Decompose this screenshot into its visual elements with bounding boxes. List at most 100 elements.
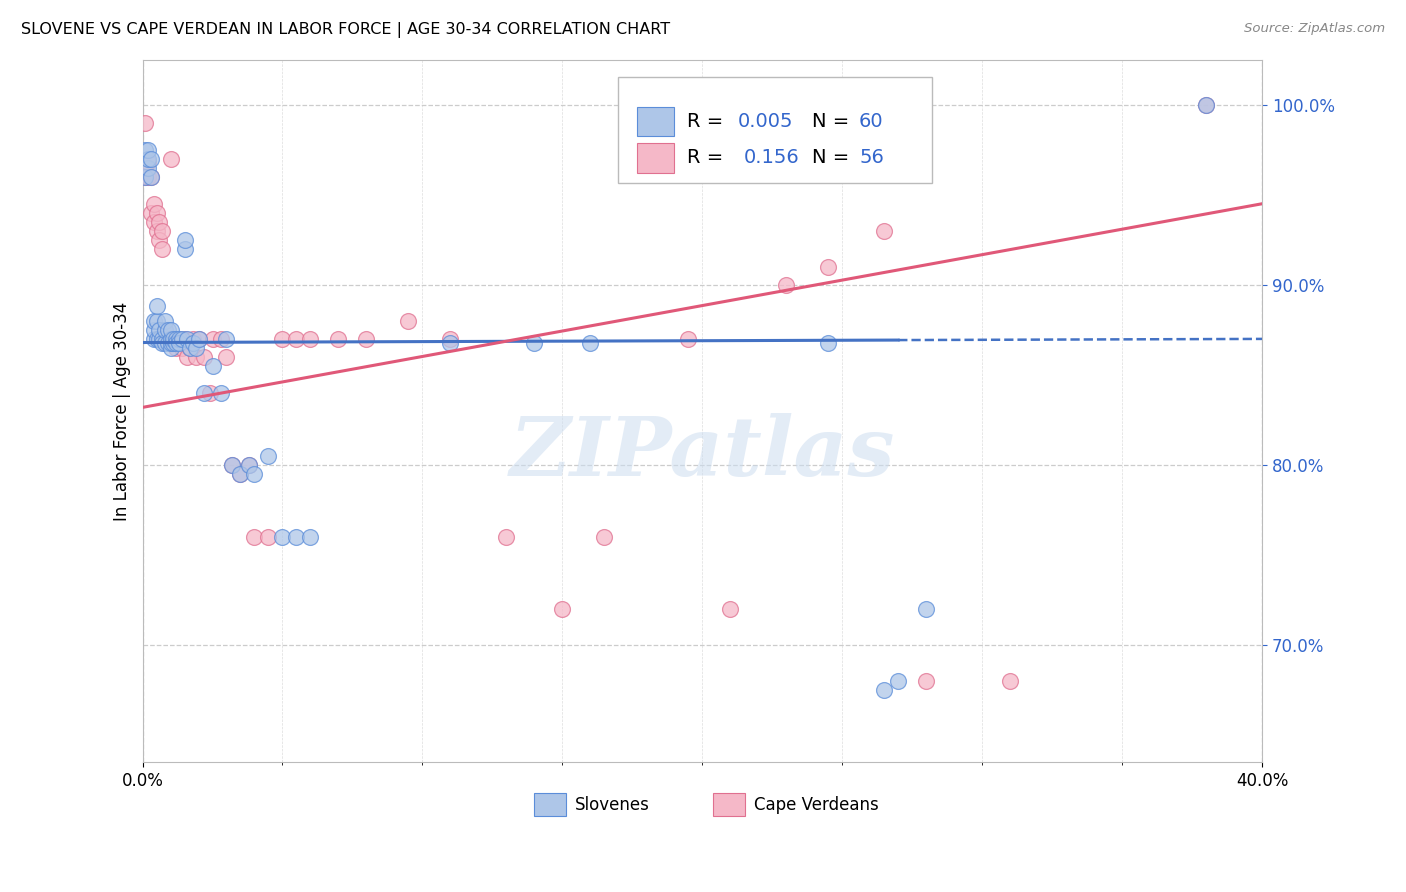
Point: [915, 674, 938, 689]
Point: [998, 674, 1021, 689]
Point: [523, 335, 546, 350]
Point: [156, 323, 179, 337]
Text: R =: R =: [686, 112, 730, 131]
Point: [187, 332, 209, 346]
Point: [142, 323, 165, 337]
Point: [136, 161, 159, 175]
Point: [153, 332, 176, 346]
Point: [148, 323, 170, 337]
Point: [915, 602, 938, 616]
Point: [165, 341, 187, 355]
Point: [136, 143, 159, 157]
Point: [271, 332, 294, 346]
Text: Source: ZipAtlas.com: Source: ZipAtlas.com: [1244, 22, 1385, 36]
Point: [775, 277, 797, 292]
Point: [145, 206, 167, 220]
Text: 56: 56: [859, 148, 884, 168]
Point: [159, 335, 181, 350]
Point: [817, 335, 839, 350]
Bar: [713, 793, 745, 816]
Text: 0.156: 0.156: [744, 148, 800, 168]
Text: Cape Verdeans: Cape Verdeans: [754, 796, 879, 814]
Point: [356, 332, 378, 346]
Point: [153, 323, 176, 337]
Bar: [637, 107, 675, 136]
Point: [173, 332, 195, 346]
Point: [678, 332, 700, 346]
Point: [873, 683, 896, 698]
Text: ZIPatlas: ZIPatlas: [509, 413, 896, 493]
Point: [187, 332, 209, 346]
Point: [593, 530, 616, 544]
Point: [136, 152, 159, 166]
Point: [150, 335, 173, 350]
Point: [495, 530, 517, 544]
Point: [271, 530, 294, 544]
FancyBboxPatch shape: [619, 78, 932, 183]
Text: R =: R =: [686, 148, 735, 168]
Point: [145, 332, 167, 346]
Point: [142, 314, 165, 328]
Point: [229, 467, 252, 481]
Point: [176, 350, 198, 364]
Point: [817, 260, 839, 274]
Point: [184, 350, 207, 364]
Point: [162, 332, 184, 346]
Point: [150, 224, 173, 238]
Point: [328, 332, 350, 346]
Text: N =: N =: [813, 148, 855, 168]
Point: [198, 386, 221, 401]
Point: [153, 335, 176, 350]
Point: [142, 196, 165, 211]
Point: [221, 458, 243, 472]
Point: [142, 332, 165, 346]
Point: [193, 350, 215, 364]
Point: [170, 341, 193, 355]
Point: [1195, 97, 1218, 112]
Point: [201, 359, 224, 373]
Point: [153, 314, 176, 328]
Point: [139, 169, 162, 184]
Point: [148, 233, 170, 247]
Point: [193, 386, 215, 401]
Point: [229, 467, 252, 481]
Point: [148, 215, 170, 229]
Point: [170, 332, 193, 346]
Point: [257, 530, 280, 544]
Point: [156, 335, 179, 350]
Point: [238, 458, 260, 472]
Point: [551, 602, 574, 616]
Point: [209, 386, 232, 401]
Point: [285, 530, 308, 544]
Point: [873, 224, 896, 238]
Point: [1195, 97, 1218, 112]
Point: [167, 332, 190, 346]
Point: [221, 458, 243, 472]
Point: [159, 332, 181, 346]
Point: [176, 332, 198, 346]
Point: [184, 341, 207, 355]
Point: [439, 332, 461, 346]
Point: [134, 143, 156, 157]
Point: [209, 332, 232, 346]
Point: [181, 335, 204, 350]
Point: [134, 169, 156, 184]
Point: [887, 674, 910, 689]
Point: [136, 155, 159, 169]
Point: [134, 116, 156, 130]
Point: [243, 530, 266, 544]
Point: [579, 335, 602, 350]
Text: SLOVENE VS CAPE VERDEAN IN LABOR FORCE | AGE 30-34 CORRELATION CHART: SLOVENE VS CAPE VERDEAN IN LABOR FORCE |…: [21, 22, 671, 38]
Point: [215, 332, 238, 346]
Text: N =: N =: [813, 112, 855, 131]
Bar: [637, 144, 675, 173]
Point: [159, 323, 181, 337]
Point: [179, 341, 201, 355]
Point: [181, 332, 204, 346]
Text: 60: 60: [859, 112, 883, 131]
Point: [139, 169, 162, 184]
Point: [145, 300, 167, 314]
Point: [162, 335, 184, 350]
Bar: [534, 793, 565, 816]
Point: [165, 335, 187, 350]
